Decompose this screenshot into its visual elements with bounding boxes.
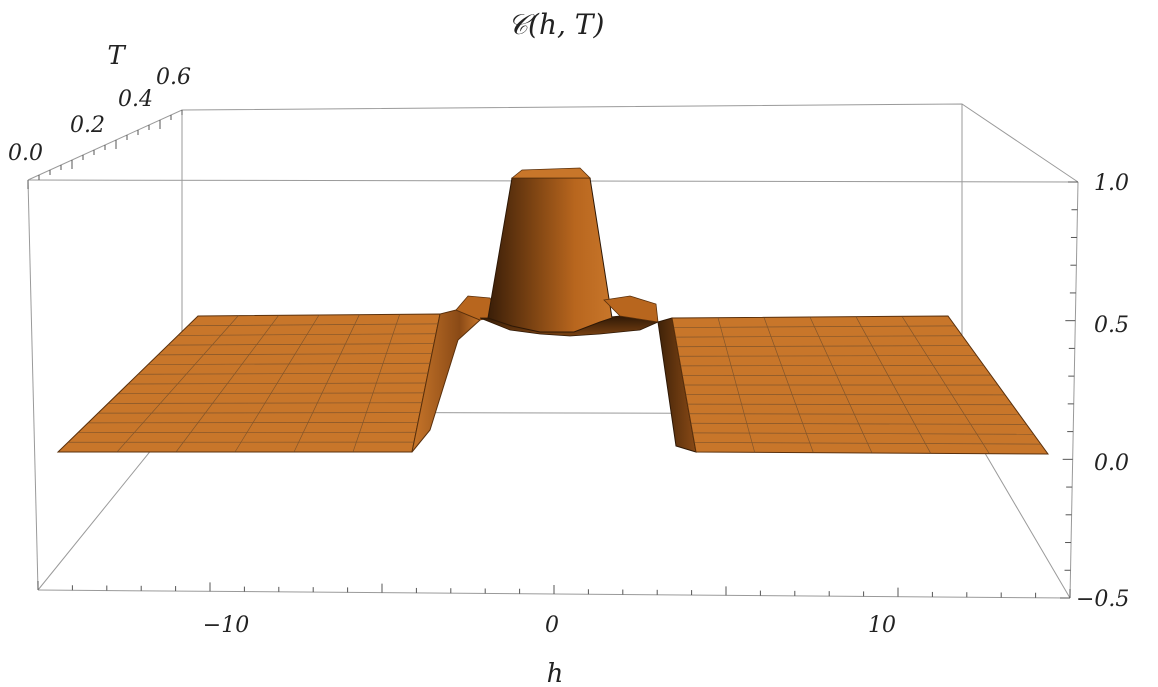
right-plateau-mesh-col-line: [717, 317, 756, 453]
tick-marks: [27, 110, 1078, 599]
x-tick-label-neg10: −10: [203, 613, 249, 638]
left-plateau-mesh-col-line: [234, 314, 320, 453]
y-tick-label-04: 0.4: [118, 87, 153, 112]
right-plateau-mesh-col-line: [809, 316, 873, 454]
y-tick-label-06: 0.6: [156, 65, 191, 90]
z-tick-label-05: 0.5: [1094, 313, 1129, 338]
z-tick-label-1: 1.0: [1094, 171, 1129, 196]
x-tick-label-10: 10: [868, 613, 896, 638]
y-axis-label: T: [107, 41, 126, 71]
peak-cap: [510, 167, 591, 179]
left-plateau-mesh-col-line: [175, 315, 279, 453]
chart-title: 𝒞(h, T): [508, 8, 605, 41]
z-tick-label-0: 0.0: [1094, 451, 1129, 476]
right-plateau-mesh-col-line: [855, 316, 931, 454]
right-shoulder: [603, 295, 659, 323]
z-tick-label-neg05: −0.5: [1076, 587, 1129, 612]
left-plateau-mesh-col-line: [116, 315, 239, 453]
surface-mesh: [67, 314, 1041, 454]
x-tick-label-0: 0: [545, 613, 559, 638]
surface: [56, 167, 1049, 455]
center-peak: [487, 177, 613, 333]
left-plateau-mesh-col-line: [352, 314, 400, 453]
right-plateau-mesh-col-line: [763, 317, 814, 453]
right-plateau-mesh-col-line: [901, 316, 990, 454]
y-tick-label-0: 0.0: [8, 141, 43, 166]
x-axis-label: h: [547, 659, 564, 687]
y-tick-label-02: 0.2: [70, 113, 105, 138]
left-plateau-mesh-col-line: [293, 314, 360, 453]
